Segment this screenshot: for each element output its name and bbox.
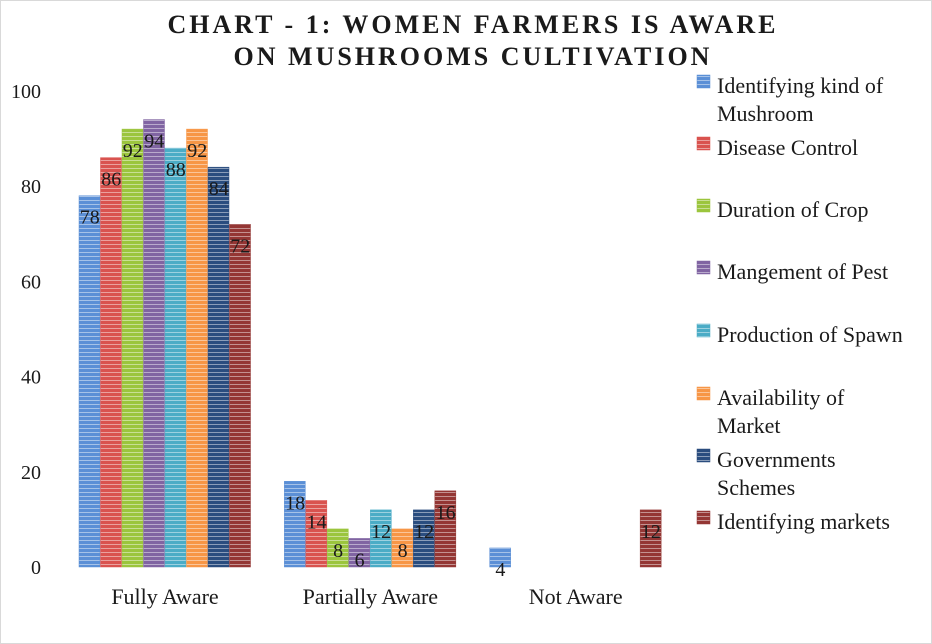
data-label: 12 xyxy=(414,521,434,543)
bar xyxy=(489,547,511,568)
legend-swatch xyxy=(696,198,711,213)
data-label: 12 xyxy=(371,521,391,543)
legend-swatch xyxy=(696,323,711,338)
legend-item: Mangement of Pest xyxy=(696,259,888,284)
chart-title-line-1: CHART - 1: WOMEN FARMERS IS AWARE xyxy=(168,10,779,39)
data-label: 16 xyxy=(436,502,456,524)
chart-title-line-2: ON MUSHROOMS CULTIVATION xyxy=(234,42,713,71)
y-tick-label: 100 xyxy=(11,81,41,103)
data-label: 86 xyxy=(101,169,121,191)
y-tick-label: 20 xyxy=(21,462,41,484)
legend-label: Production of Spawn xyxy=(717,322,903,347)
legend-swatch xyxy=(696,448,711,463)
legend-item: Identifying markets xyxy=(696,509,890,534)
data-label: 12 xyxy=(641,521,661,543)
legend-label: Availability of xyxy=(717,385,845,410)
data-label: 72 xyxy=(230,235,250,257)
data-label: 94 xyxy=(144,131,164,153)
legend-item: Production of Spawn xyxy=(696,322,903,347)
legend-label: Schemes xyxy=(717,475,795,500)
bars xyxy=(78,119,662,568)
bar xyxy=(284,481,306,568)
bar xyxy=(305,500,328,568)
y-tick-label: 60 xyxy=(21,271,41,293)
legend-item: Identifying kind of Mushroom xyxy=(696,73,884,126)
data-label: 78 xyxy=(80,207,100,229)
legend-label: Mushroom xyxy=(717,101,814,126)
y-tick-label: 40 xyxy=(21,367,41,389)
category-label: Partially Aware xyxy=(303,584,438,609)
legend-swatch xyxy=(696,136,711,151)
data-label: 88 xyxy=(166,159,186,181)
bar xyxy=(100,157,122,568)
legend-label: Identifying markets xyxy=(717,509,890,534)
legend-label: Duration of Crop xyxy=(717,197,869,222)
legend-label: Governments xyxy=(717,447,836,472)
data-label: 8 xyxy=(333,540,343,562)
data-label: 92 xyxy=(123,140,143,162)
legend: Identifying kind of Mushroom Disease Contr… xyxy=(696,73,903,534)
legend-label: Market xyxy=(717,413,781,438)
bar xyxy=(413,509,435,568)
legend-swatch xyxy=(696,386,711,401)
y-tick-label: 0 xyxy=(31,557,41,579)
data-label: 4 xyxy=(495,559,505,581)
legend-item: Governments Schemes xyxy=(696,447,836,500)
bar xyxy=(164,147,187,568)
data-label: 18 xyxy=(285,492,305,514)
data-label: 84 xyxy=(209,178,229,200)
legend-label: Identifying kind of xyxy=(717,73,884,98)
legend-label: Disease Control xyxy=(717,135,858,160)
bar xyxy=(370,509,392,568)
bar xyxy=(207,166,230,568)
bar xyxy=(186,128,208,568)
category-label: Not Aware xyxy=(529,584,623,609)
data-label: 6 xyxy=(355,549,365,571)
legend-label: Mangement of Pest xyxy=(717,259,888,284)
bar xyxy=(121,128,144,568)
legend-item: Disease Control xyxy=(696,135,858,160)
bar xyxy=(348,538,371,568)
data-label: 92 xyxy=(187,140,207,162)
bar xyxy=(434,490,457,568)
bar xyxy=(639,509,662,568)
legend-swatch xyxy=(696,510,711,525)
chart-title: CHART - 1: WOMEN FARMERS IS AWARE ON MUSH… xyxy=(168,10,779,71)
legend-item: Duration of Crop xyxy=(696,197,869,222)
bar xyxy=(143,119,165,568)
data-label: 8 xyxy=(398,540,408,562)
bar xyxy=(327,528,349,568)
category-label: Fully Aware xyxy=(111,584,218,609)
data-label: 14 xyxy=(307,511,327,533)
legend-swatch xyxy=(696,74,711,89)
legend-swatch xyxy=(696,260,711,275)
bar xyxy=(78,195,101,568)
legend-item: Availability of Market xyxy=(696,385,845,438)
y-tick-label: 80 xyxy=(21,176,41,198)
x-axis: Fully Aware Partially Aware Not Aware xyxy=(111,584,622,609)
bar xyxy=(391,528,414,568)
y-axis: 0 20 40 60 80 100 xyxy=(11,81,41,579)
bar xyxy=(229,224,251,568)
